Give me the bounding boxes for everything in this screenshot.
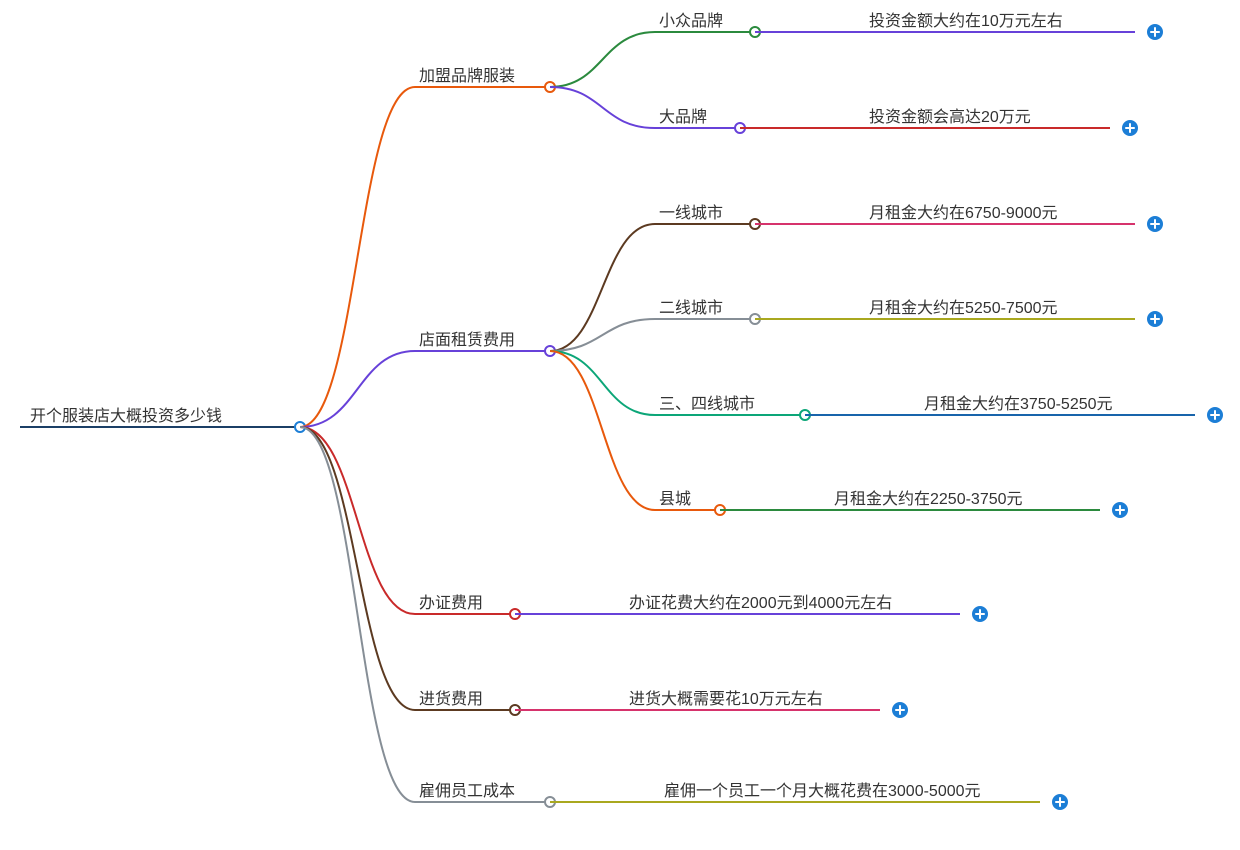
branch-franchise-label: 加盟品牌服装 bbox=[419, 67, 515, 85]
expand-tier2-city[interactable] bbox=[1147, 311, 1163, 327]
leaf-county-label: 月租金大约在2250-3750元 bbox=[834, 490, 1023, 508]
edge bbox=[550, 32, 655, 87]
expand-staff[interactable] bbox=[1052, 794, 1068, 810]
branch-stock-label: 进货费用 bbox=[419, 690, 483, 708]
edge bbox=[300, 427, 415, 614]
expand-license[interactable] bbox=[972, 606, 988, 622]
expand-big-brand[interactable] bbox=[1122, 120, 1138, 136]
expand-tier1-city[interactable] bbox=[1147, 216, 1163, 232]
edge bbox=[300, 87, 415, 427]
root-label: 开个服装店大概投资多少钱 bbox=[30, 407, 222, 425]
edge bbox=[550, 87, 655, 128]
node-niche-brand-label: 小众品牌 bbox=[659, 12, 723, 30]
leaf-tier34-city-label: 月租金大约在3750-5250元 bbox=[924, 395, 1113, 413]
expand-county[interactable] bbox=[1112, 502, 1128, 518]
leaf-staff-label: 雇佣一个员工一个月大概花费在3000-5000元 bbox=[664, 782, 981, 800]
leaf-tier2-city-label: 月租金大约在5250-7500元 bbox=[869, 299, 1058, 317]
node-tier1-city-label: 一线城市 bbox=[659, 204, 723, 222]
leaf-big-brand-label: 投资金额会高达20万元 bbox=[869, 108, 1031, 126]
edge bbox=[550, 351, 655, 510]
edge bbox=[300, 427, 415, 710]
expand-tier34-city[interactable] bbox=[1207, 407, 1223, 423]
node-county-label: 县城 bbox=[659, 490, 691, 508]
mindmap-canvas: 开个服装店大概投资多少钱 加盟品牌服装 小众品牌 投资金额大约在10万元左右大品牌 投资… bbox=[0, 0, 1240, 850]
leaf-tier1-city-label: 月租金大约在6750-9000元 bbox=[869, 204, 1058, 222]
edge bbox=[300, 427, 415, 802]
leaf-stock-label: 进货大概需要花10万元左右 bbox=[629, 690, 823, 708]
branch-rent-label: 店面租赁费用 bbox=[419, 331, 515, 349]
edge bbox=[550, 351, 655, 415]
expand-niche-brand[interactable] bbox=[1147, 24, 1163, 40]
branch-staff-label: 雇佣员工成本 bbox=[419, 782, 515, 800]
node-tier34-city-label: 三、四线城市 bbox=[659, 395, 755, 413]
node-tier2-city-label: 二线城市 bbox=[659, 299, 723, 317]
node-big-brand-label: 大品牌 bbox=[659, 108, 707, 126]
edge bbox=[550, 224, 655, 351]
branch-license-label: 办证费用 bbox=[419, 594, 483, 612]
leaf-niche-brand-label: 投资金额大约在10万元左右 bbox=[869, 12, 1063, 30]
expand-stock[interactable] bbox=[892, 702, 908, 718]
leaf-license-label: 办证花费大约在2000元到4000元左右 bbox=[629, 594, 892, 612]
